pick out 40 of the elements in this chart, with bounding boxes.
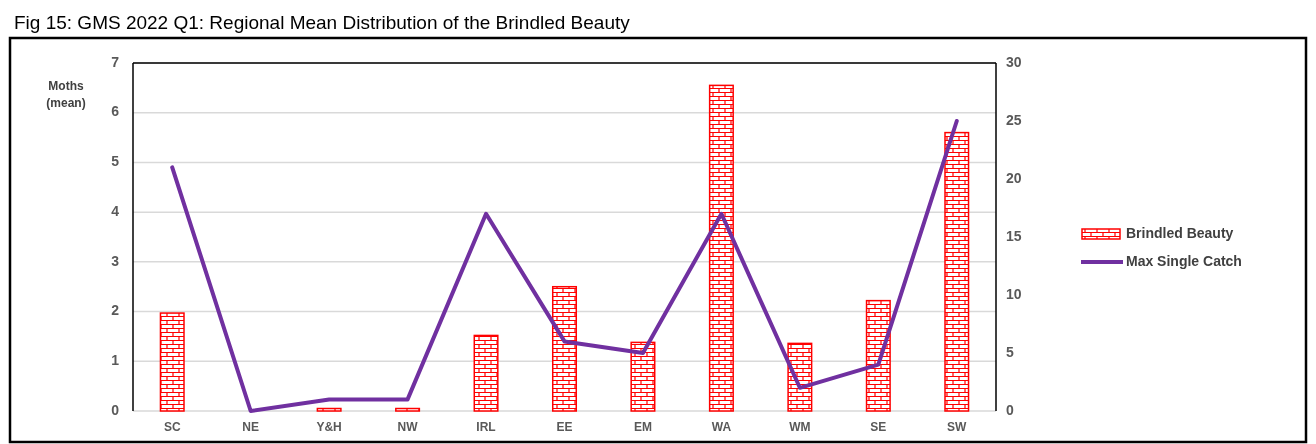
x-tick-label: NE: [242, 420, 260, 434]
y2-tick-label: 25: [1006, 111, 1022, 128]
legend-label: Max Single Catch: [1126, 252, 1242, 269]
x-tick-label: EE: [556, 420, 573, 434]
x-tick-label: SE: [870, 420, 887, 434]
x-tick-label: WA: [711, 420, 732, 434]
bar: [944, 131, 970, 412]
y-tick-label: 6: [111, 103, 120, 120]
x-tick-label: NW: [397, 420, 419, 434]
bar: [395, 407, 421, 412]
y2-tick-label: 5: [1006, 343, 1014, 360]
x-tick-label: SC: [163, 420, 181, 434]
x-tick-label: SW: [947, 420, 968, 434]
y2-tick-label: 20: [1006, 169, 1022, 186]
bar: [316, 407, 342, 412]
bar: [473, 334, 499, 412]
y-tick-label: 0: [111, 401, 120, 418]
y-tick-label: 3: [111, 252, 120, 269]
bar: [630, 341, 656, 412]
y-tick-label: 1: [111, 351, 120, 368]
bar: [551, 285, 578, 412]
x-tick-label: WM: [789, 420, 811, 434]
y-tick-label: 7: [111, 53, 120, 70]
y2-tick-label: 0: [1006, 401, 1014, 418]
y2-tick-label: 30: [1006, 53, 1022, 70]
x-tick-label: IRL: [476, 420, 496, 434]
bar: [865, 299, 891, 412]
bar: [159, 312, 185, 412]
legend-label: Brindled Beauty: [1126, 224, 1234, 241]
y-tick-label: 4: [111, 202, 120, 219]
x-tick-label: EM: [633, 420, 652, 434]
line-series: [170, 119, 959, 413]
y2-tick-label: 15: [1006, 227, 1022, 244]
y-tick-label: 5: [111, 153, 120, 170]
y-axis-title: Moths (mean): [46, 79, 86, 110]
y-tick-label: 2: [111, 302, 120, 319]
chart-title: Fig 15: GMS 2022 Q1: Regional Mean Distribution of the Brindled Beauty: [14, 12, 631, 33]
x-tick-label: Y&H: [316, 420, 342, 434]
y2-tick-label: 10: [1006, 285, 1022, 302]
bar: [708, 84, 734, 412]
